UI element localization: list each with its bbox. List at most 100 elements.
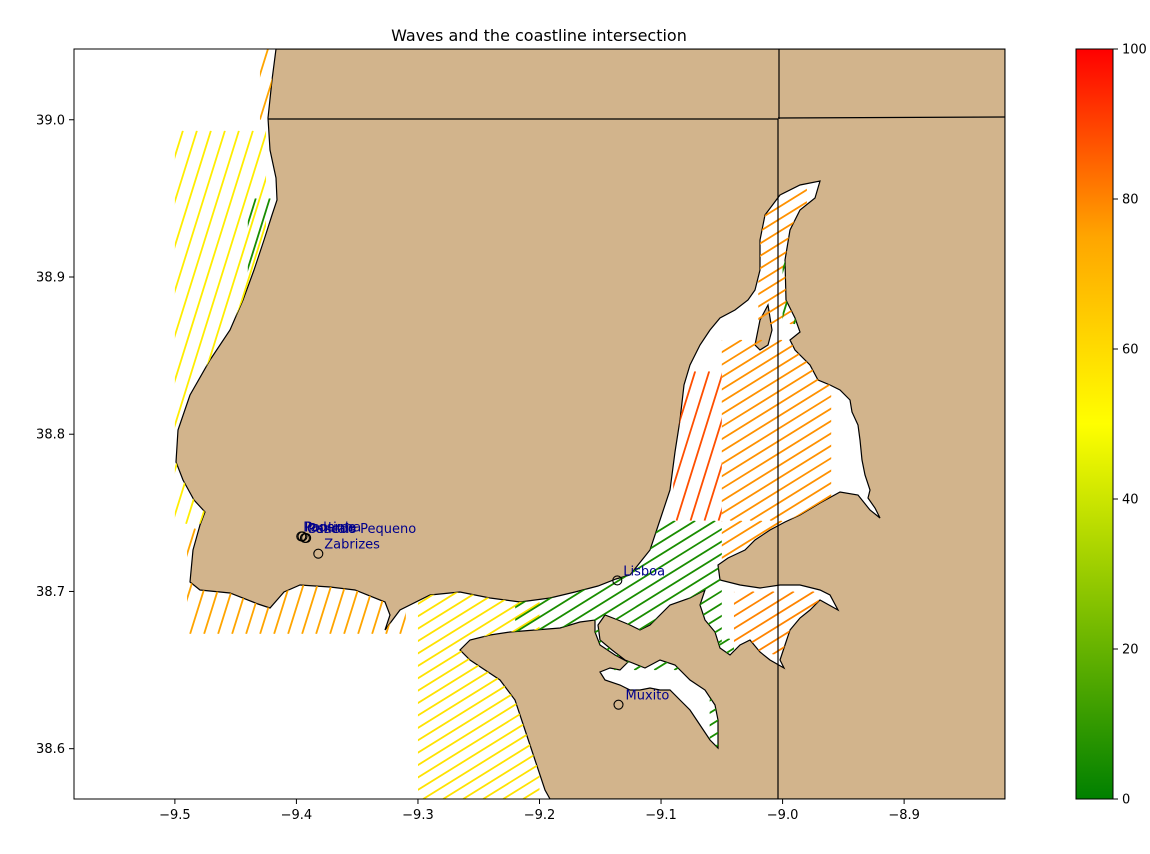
wave-crest-line bbox=[721, 339, 832, 521]
wave-crest-line bbox=[758, 182, 807, 325]
wave-crest-line bbox=[721, 339, 832, 521]
wave-crest-line bbox=[174, 130, 267, 524]
place-label: Pontinha bbox=[304, 520, 361, 535]
wave-crest-line bbox=[733, 591, 755, 655]
wave-crest-line bbox=[442, 591, 540, 799]
wave-crest-line bbox=[721, 339, 832, 521]
wave-crest-line bbox=[673, 371, 697, 521]
colorbar-ticks: 0 20 40 60 80 100 bbox=[1113, 43, 1147, 808]
wave-crest-line bbox=[399, 528, 406, 634]
wave-crest-line bbox=[462, 591, 540, 799]
place-marker bbox=[613, 699, 624, 710]
wave-crest-line bbox=[758, 182, 807, 325]
place-marker bbox=[313, 548, 324, 559]
chart-title: Waves and the coastline intersection bbox=[391, 26, 687, 45]
x-axis-ticks: −9.5 −9.4 −9.3 −9.2 −9.1 −9.0 −8.9 bbox=[159, 799, 920, 823]
wave-region-north-top bbox=[259, 49, 273, 120]
wave-crest-line bbox=[417, 591, 540, 799]
x-tick-label: −9.2 bbox=[524, 808, 556, 823]
x-tick-label: −8.9 bbox=[888, 808, 920, 823]
wave-crest-line bbox=[721, 339, 832, 521]
wave-crest-line bbox=[721, 339, 832, 521]
wave-crest-line bbox=[174, 130, 254, 524]
wave-crest-line bbox=[733, 591, 795, 655]
x-tick-label: −9.1 bbox=[645, 808, 677, 823]
wave-crest-line bbox=[187, 528, 196, 634]
wave-region-south-coast bbox=[417, 591, 540, 799]
wave-crest-line bbox=[259, 49, 269, 120]
place-label: Cascais bbox=[307, 522, 357, 537]
wave-crest-line bbox=[259, 49, 273, 120]
wave-crest-line bbox=[174, 130, 198, 524]
wave-crest-line bbox=[247, 198, 271, 466]
colorbar-tick-label: 100 bbox=[1122, 43, 1147, 58]
y-tick-label: 39.0 bbox=[36, 113, 65, 128]
colorbar-tick-label: 0 bbox=[1122, 793, 1130, 808]
wave-crest-line bbox=[417, 591, 540, 799]
wave-crest-line bbox=[721, 520, 743, 576]
place-marker bbox=[612, 575, 623, 586]
wave-crest-line bbox=[417, 591, 519, 799]
wave-crest-line bbox=[769, 339, 832, 521]
wave-crest-line bbox=[417, 591, 540, 799]
wave-crest-line bbox=[417, 591, 540, 799]
place-label: Penedo Pequeno bbox=[308, 522, 416, 537]
x-tick-label: −9.0 bbox=[767, 808, 799, 823]
wave-crest-line bbox=[758, 182, 807, 325]
wave-crest-line bbox=[422, 591, 540, 799]
wave-crest-line bbox=[417, 591, 540, 799]
wave-crest-line bbox=[417, 591, 499, 799]
wave-crest-line bbox=[174, 130, 226, 524]
y-tick-label: 38.8 bbox=[36, 428, 65, 443]
wave-crest-line bbox=[515, 520, 696, 671]
wave-crest-line bbox=[749, 339, 832, 521]
wave-crest-line bbox=[417, 591, 540, 799]
wave-region-estuary-main bbox=[721, 339, 832, 521]
colorbar-tick-label: 60 bbox=[1122, 343, 1139, 358]
y-tick-label: 38.6 bbox=[36, 742, 65, 757]
place-label: Muxito bbox=[626, 689, 670, 704]
wave-crest-line bbox=[758, 182, 807, 325]
wave-crest-line bbox=[417, 591, 479, 799]
wave-crest-line bbox=[721, 520, 783, 576]
wave-crest-line bbox=[733, 591, 815, 655]
wave-crest-line bbox=[729, 339, 832, 521]
place-label: Lisboa bbox=[623, 564, 665, 579]
wave-crest-line bbox=[758, 182, 807, 325]
wave-crest-line bbox=[174, 130, 240, 524]
wave-crest-line bbox=[721, 339, 832, 521]
wave-crest-line bbox=[174, 130, 212, 524]
wave-crest-line bbox=[515, 520, 716, 671]
admin-borders bbox=[268, 49, 1005, 799]
place-label: Zabrizes bbox=[324, 538, 380, 553]
border-line bbox=[777, 116, 1005, 119]
y-tick-label: 38.7 bbox=[36, 585, 65, 600]
wave-crest-line bbox=[721, 339, 832, 521]
y-axis-ticks: 38.6 38.7 38.8 38.9 39.0 bbox=[36, 113, 74, 757]
wave-crest-line bbox=[721, 339, 823, 521]
wave-crest-line bbox=[733, 591, 775, 655]
colorbar-tick-label: 80 bbox=[1122, 193, 1139, 208]
x-tick-label: −9.4 bbox=[281, 808, 313, 823]
wave-crest-line bbox=[675, 371, 722, 521]
wave-crest-line bbox=[721, 520, 763, 576]
wave-crest-line bbox=[721, 339, 783, 521]
place-marker bbox=[301, 532, 312, 544]
colorbar: 0 20 40 60 80 100 bbox=[1075, 43, 1147, 808]
wave-crest-line bbox=[417, 591, 540, 799]
colorbar-gradient bbox=[1075, 48, 1114, 800]
wave-crest-line bbox=[689, 371, 722, 521]
wave-crest-line bbox=[703, 371, 722, 521]
wave-crest-line bbox=[673, 371, 711, 521]
wave-crest-line bbox=[417, 591, 540, 799]
y-tick-label: 38.9 bbox=[36, 270, 65, 285]
wave-crest-line bbox=[721, 339, 832, 521]
wave-crest-line bbox=[417, 591, 540, 799]
wave-crest-line bbox=[417, 591, 539, 799]
x-tick-label: −9.3 bbox=[402, 808, 434, 823]
colorbar-tick-label: 40 bbox=[1122, 493, 1139, 508]
place-label: Paderne bbox=[303, 520, 356, 535]
